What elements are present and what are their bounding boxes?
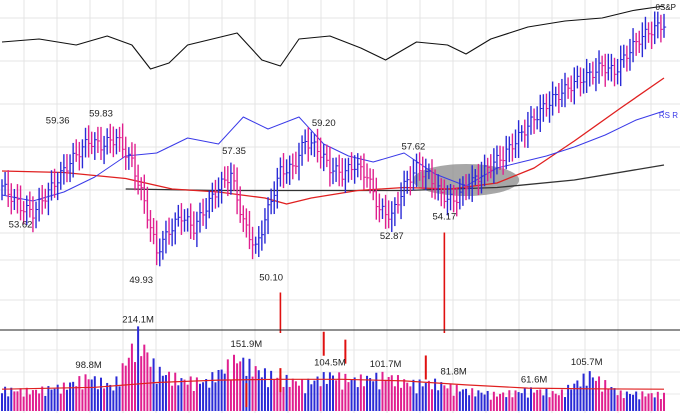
price-label-2: 59.83	[89, 109, 113, 120]
volume-ma-layer	[1, 378, 665, 390]
ma-fast-line	[1, 77, 665, 205]
volume-label-1: 98.8M	[75, 360, 101, 371]
volume-label-2: 151.9M	[231, 339, 263, 350]
volume-labels: 214.1M 98.8M 151.9M 104.5M 101.7M 81.8M 61.6M 1…	[75, 314, 602, 385]
volume-label-4: 101.7M	[370, 359, 402, 370]
volume-label-0: 214.1M	[122, 314, 154, 325]
volume-label-3: 104.5M	[314, 358, 346, 369]
sp-line	[1, 5, 665, 70]
sp-tag: 0S&P	[656, 3, 676, 12]
rs-line	[1, 110, 665, 202]
marker-layer	[279, 232, 446, 333]
price-label-8: 57.62	[402, 142, 426, 153]
price-labels: 53.62 59.36 59.83 49.93 57.35 50.10 59.20 52.87…	[9, 109, 457, 286]
volume-ma-line	[1, 378, 665, 390]
price-label-5: 50.10	[259, 273, 283, 284]
price-label-0: 53.62	[9, 220, 33, 231]
volume-label-7: 105.7M	[571, 357, 603, 368]
price-label-9: 54.17	[432, 211, 456, 222]
price-label-1: 59.36	[46, 116, 70, 127]
price-label-7: 52.87	[380, 231, 404, 242]
sp-layer	[1, 5, 665, 70]
rs-layer	[1, 110, 665, 202]
price-label-3: 49.93	[129, 275, 153, 286]
volume-label-5: 81.8M	[440, 367, 466, 378]
price-label-4: 57.35	[222, 146, 246, 157]
volume-label-6: 61.6M	[521, 375, 547, 386]
price-label-6: 59.20	[312, 118, 336, 129]
price-bars	[1, 11, 667, 267]
rs-tag: RS R	[659, 111, 678, 120]
